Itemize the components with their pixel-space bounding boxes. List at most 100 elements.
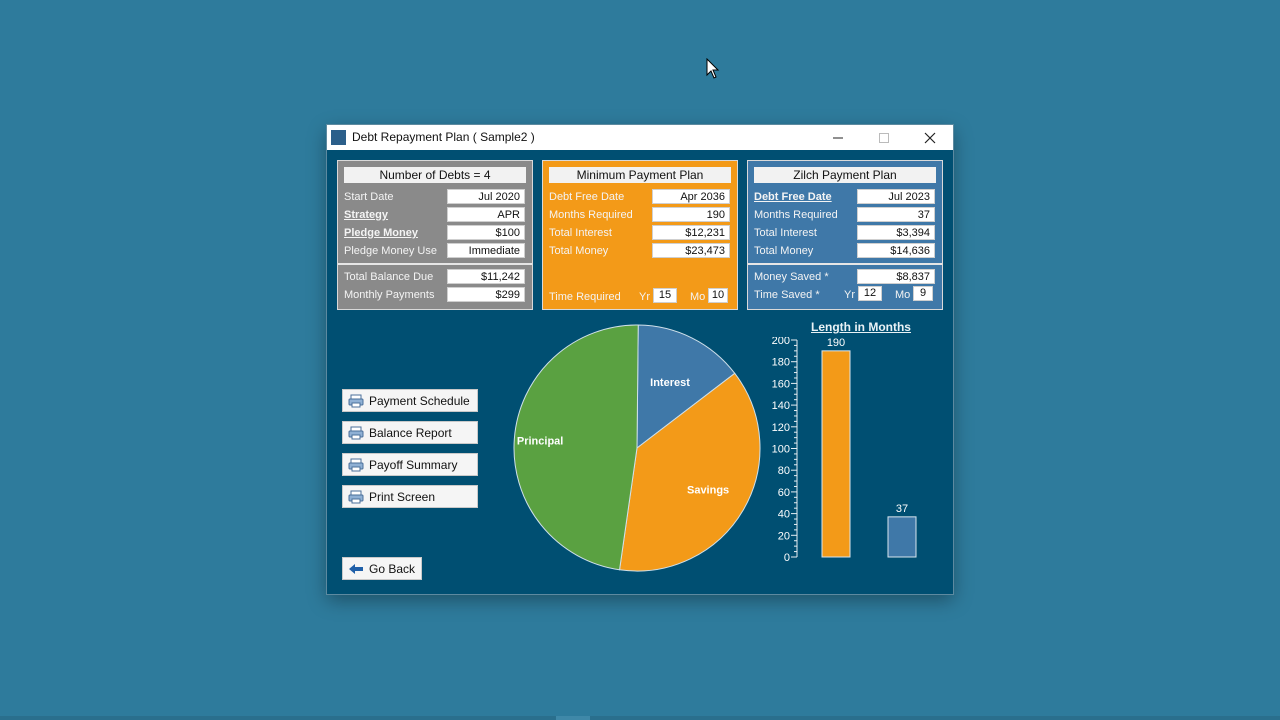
maximize-button[interactable] [861,125,907,150]
cost-breakdown-pie-chart: Interest Savings Principal [513,324,761,572]
pie-slice-principal [513,324,639,571]
strategy-row: Strategy APR [344,207,528,223]
taskbar-edge [0,716,1280,720]
time-saved-months: 9 [913,286,933,301]
zilch-months-label: Months Required [754,209,838,221]
pie-label-interest: Interest [650,377,690,389]
payoff-summary-button[interactable]: Payoff Summary [342,453,478,476]
min-total-money-label: Total Money [549,245,609,257]
pledge-money-use-row: Pledge Money Use Immediate [344,243,528,259]
min-debt-free-field: Apr 2036 [652,189,730,204]
maximize-icon [879,132,889,143]
y-tick-label: 0 [784,552,790,564]
title-bar[interactable]: Debt Repayment Plan ( Sample2 ) [327,125,953,150]
go-back-label: Go Back [369,562,416,576]
strategy-field: APR [447,207,525,222]
minimize-button[interactable] [815,125,861,150]
zilch-interest-row: Total Interest $3,394 [754,225,938,241]
zilch-interest-label: Total Interest [754,227,817,239]
zilch-total-money-field: $14,636 [857,243,935,258]
start-date-label: Start Date [344,191,394,203]
total-balance-label: Total Balance Due [344,271,434,283]
panel-divider [748,263,942,265]
number-of-debts-header: Number of Debts = 4 [344,167,526,183]
y-tick-label: 160 [772,378,790,390]
window-title: Debt Repayment Plan ( Sample2 ) [352,130,535,144]
pledge-money-use-label: Pledge Money Use [344,245,437,257]
time-saved-mo-label: Mo [895,289,911,301]
zilch-total-money-label: Total Money [754,245,814,257]
printer-icon [348,490,364,504]
mouse-cursor-icon [706,58,720,79]
panel-divider [338,263,532,265]
zilch-debt-free-row: Debt Free Date Jul 2023 [754,189,938,205]
time-saved-yr-label: Yr [844,289,855,301]
pie-slice-savings [618,372,761,572]
zilch-months-row: Months Required 37 [754,207,938,223]
y-tick-label: 80 [778,465,790,477]
min-total-money-field: $23,473 [652,243,730,258]
bar-minimum-plan [821,350,851,558]
balance-report-button[interactable]: Balance Report [342,421,478,444]
pledge-money-field: $100 [447,225,525,240]
min-total-money-row: Total Money $23,473 [549,243,733,259]
debt-repayment-window: Debt Repayment Plan ( Sample2 ) Number o… [327,125,953,594]
y-tick-label: 100 [772,444,790,456]
time-required-label: Time Required [549,291,621,303]
payment-schedule-label: Payment Schedule [369,394,470,408]
y-tick-label: 20 [778,530,790,542]
time-required-years: 15 [653,288,677,303]
monthly-payments-field: $299 [447,287,525,302]
zilch-interest-field: $3,394 [857,225,935,240]
pledge-money-use-field: Immediate [447,243,525,258]
time-saved-years: 12 [858,286,882,301]
y-tick-label: 180 [772,357,790,369]
bar-value-label: 37 [896,503,908,515]
min-interest-field: $12,231 [652,225,730,240]
minimize-icon [833,137,843,138]
close-button[interactable] [907,125,953,150]
total-balance-field: $11,242 [447,269,525,284]
printer-icon [348,426,364,440]
bar-chart-title: Length in Months [811,320,911,334]
minimum-payment-panel: Minimum Payment Plan Debt Free Date Apr … [542,160,738,310]
balance-report-label: Balance Report [369,426,452,440]
zilch-debt-free-field: Jul 2023 [857,189,935,204]
min-interest-label: Total Interest [549,227,612,239]
total-balance-row: Total Balance Due $11,242 [344,269,528,285]
zilch-months-field: 37 [857,207,935,222]
zilch-payment-panel: Zilch Payment Plan Debt Free Date Jul 20… [747,160,943,310]
zilch-plan-header: Zilch Payment Plan [754,167,936,183]
zilch-debt-free-link[interactable]: Debt Free Date [754,191,832,203]
strategy-link[interactable]: Strategy [344,209,389,221]
start-date-field: Jul 2020 [447,189,525,204]
print-screen-button[interactable]: Print Screen [342,485,478,508]
time-required-months: 10 [708,288,728,303]
time-required-mo-label: Mo [690,291,706,303]
pie-label-savings: Savings [687,485,729,497]
pledge-money-row: Pledge Money $100 [344,225,528,241]
y-tick-label: 60 [778,487,790,499]
time-saved-label: Time Saved * [754,289,820,301]
printer-icon [348,394,364,408]
y-tick-label: 40 [778,509,790,521]
go-back-button[interactable]: Go Back [342,557,422,580]
bar-zilch-plan [887,516,917,558]
back-arrow-icon [349,564,363,574]
pie-label-principal: Principal [517,436,563,448]
start-date-row: Start Date Jul 2020 [344,189,528,205]
min-months-label: Months Required [549,209,633,221]
pledge-money-link[interactable]: Pledge Money [344,227,418,239]
y-tick-label: 120 [772,422,790,434]
close-icon [924,132,936,143]
debt-summary-panel: Number of Debts = 4 Start Date Jul 2020 … [337,160,533,310]
app-icon [331,130,346,145]
monthly-payments-label: Monthly Payments [344,289,435,301]
print-screen-label: Print Screen [369,490,436,504]
money-saved-field: $8,837 [857,269,935,284]
y-tick-label: 200 [772,337,790,347]
payment-schedule-button[interactable]: Payment Schedule [342,389,478,412]
min-months-row: Months Required 190 [549,207,733,223]
printer-icon [348,458,364,472]
min-debt-free-row: Debt Free Date Apr 2036 [549,189,733,205]
